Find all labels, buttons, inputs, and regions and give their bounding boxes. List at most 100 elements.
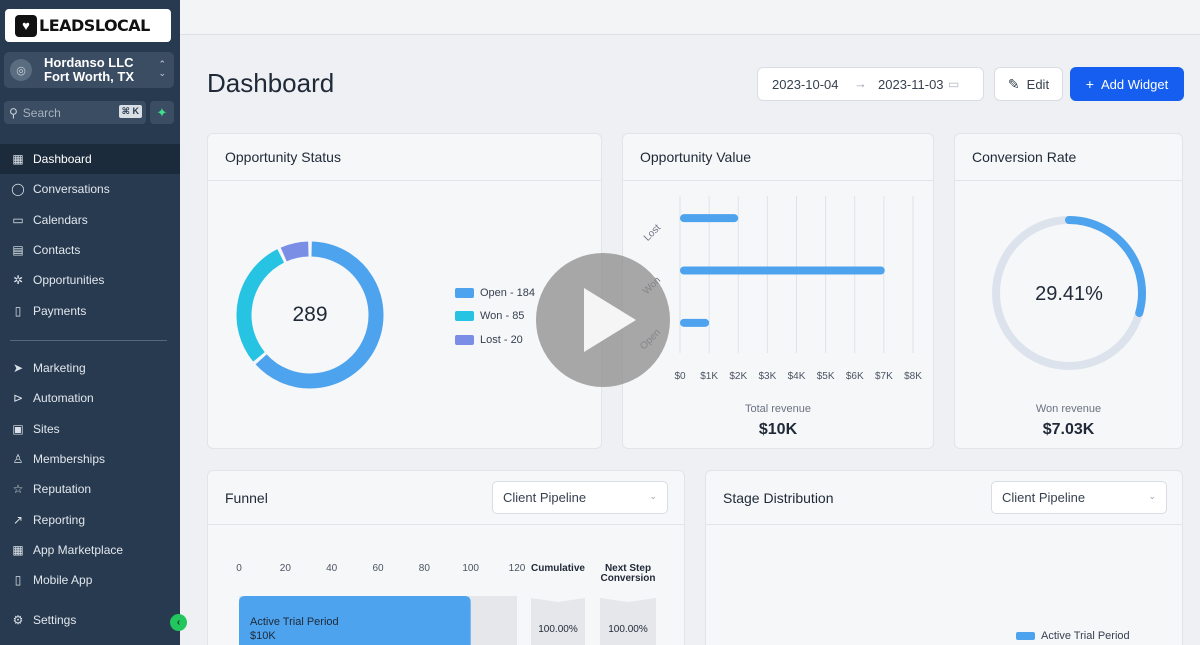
chevron-updown-icon: ⌃ ⌄	[158, 59, 166, 78]
donut-slice-open[interactable]	[255, 241, 384, 389]
date-range-picker[interactable]: 2023-10-04 → 2023-11-03 ▭	[757, 67, 984, 101]
chevron-down-icon: ⌄	[1148, 491, 1156, 501]
sidebar-item-opportunities[interactable]: ✲ Opportunities	[0, 265, 180, 295]
sidebar-item-app-marketplace[interactable]: ▦ App Marketplace	[0, 535, 180, 565]
legend-swatch	[455, 288, 474, 298]
automation-icon: ⊳	[12, 391, 24, 406]
x-tick-label: $3K	[758, 371, 776, 382]
add-widget-button[interactable]: + Add Widget	[1070, 67, 1184, 101]
sidebar-item-contacts[interactable]: ▤ Contacts	[0, 235, 180, 265]
ai-sparkle-button[interactable]: ✦	[150, 101, 174, 124]
total-revenue-label: Total revenue	[744, 403, 812, 415]
sidebar: ♥ LEADSLOCAL ◎ Hordanso LLC Fort Worth, …	[0, 0, 180, 645]
next-step-value: 100.00%	[608, 624, 648, 635]
sidebar-item-marketing[interactable]: ➤ Marketing	[0, 353, 180, 383]
edit-button[interactable]: ✎ Edit	[994, 67, 1063, 101]
conversion-rate-card: Conversion Rate 29.41% Won revenue $7.03…	[954, 133, 1183, 449]
opportunity-value-card: Opportunity Value $0 $1K $2K $3K $4K $5K $6K $7…	[622, 133, 934, 449]
legend-won[interactable]: Won - 85	[455, 310, 524, 322]
account-name: Hordanso LLC	[44, 55, 134, 70]
donut-slice-lost[interactable]	[280, 241, 309, 262]
stage-distribution-card: Stage Distribution Client Pipeline ⌄ Act…	[705, 470, 1183, 645]
next-step-header-2: Conversion	[600, 573, 655, 584]
total-revenue-value: $10K	[758, 421, 798, 438]
membership-icon: ♙	[12, 452, 24, 467]
cumulative-header: Cumulative	[531, 563, 585, 574]
conversion-rate-value: 29.41%	[1035, 283, 1103, 305]
donut-slice-won[interactable]	[236, 249, 285, 362]
x-tick-label: $4K	[788, 371, 806, 382]
chevron-down-icon: ⌄	[649, 491, 657, 501]
funnel-stage-value: $10K	[250, 630, 276, 642]
funnel-stage-label: Active Trial Period	[250, 616, 339, 628]
funnel-bar-active-trial[interactable]	[239, 596, 471, 645]
opportunity-status-donut: 289	[236, 241, 384, 389]
chevron-left-icon: ‹	[176, 617, 181, 628]
legend-active-trial[interactable]: Active Trial Period	[1016, 630, 1130, 642]
bar-open[interactable]	[680, 318, 710, 327]
funnel-pipeline-select[interactable]: Client Pipeline ⌄	[492, 481, 668, 514]
won-revenue-value: $7.03K	[1042, 421, 1095, 438]
sidebar-item-dashboard[interactable]: ▦ Dashboard	[0, 144, 180, 175]
sidebar-item-payments[interactable]: ▯ Payments	[0, 295, 180, 325]
x-tick-label: $7K	[875, 371, 893, 382]
y-category-label: Lost	[642, 222, 663, 243]
collapse-sidebar-button[interactable]: ‹	[170, 614, 187, 631]
chat-icon: ◯	[11, 182, 25, 197]
sites-icon: ▣	[12, 421, 24, 436]
brand-logo[interactable]: ♥ LEADSLOCAL	[5, 9, 171, 42]
card-title: Stage Distribution	[706, 471, 1182, 525]
x-tick-label: 20	[280, 563, 292, 574]
page-title: Dashboard	[207, 68, 335, 98]
x-tick-label: $6K	[846, 371, 864, 382]
sidebar-item-reporting[interactable]: ↗ Reporting	[0, 504, 180, 534]
calendar-icon: ▭	[12, 212, 24, 227]
sidebar-item-reputation[interactable]: ☆ Reputation	[0, 474, 180, 504]
x-tick-label: $2K	[729, 371, 747, 382]
x-tick-label: 40	[326, 563, 338, 574]
legend-swatch	[455, 311, 474, 321]
date-end: 2023-11-03	[878, 77, 944, 92]
sidebar-item-conversations[interactable]: ◯ Conversations	[11, 182, 110, 197]
search-icon: ⚲	[9, 105, 18, 120]
bar-lost[interactable]	[680, 214, 739, 223]
pencil-icon: ✎	[1007, 75, 1020, 92]
plus-icon: +	[1085, 76, 1094, 92]
x-tick-label: 120	[509, 563, 526, 574]
sidebar-item-mobile-app[interactable]: ▯ Mobile App	[0, 565, 180, 595]
user-icon: ◎	[10, 59, 32, 81]
legend-lost[interactable]: Lost - 20	[455, 334, 523, 346]
bar-won[interactable]	[680, 266, 885, 275]
sparkle-icon: ✦	[156, 104, 168, 120]
account-switcher[interactable]: ◎ Hordanso LLC Fort Worth, TX ⌃ ⌄	[4, 52, 174, 88]
x-tick-label: 60	[372, 563, 384, 574]
opportunities-icon: ✲	[12, 273, 24, 288]
star-icon: ☆	[12, 482, 24, 497]
x-tick-label: $5K	[817, 371, 835, 382]
date-start: 2023-10-04	[772, 77, 839, 92]
mobile-icon: ▯	[14, 573, 22, 588]
stage-pipeline-select[interactable]: Client Pipeline ⌄	[991, 481, 1167, 514]
legend-open[interactable]: Open - 184	[455, 287, 535, 299]
account-location: Fort Worth, TX	[44, 69, 135, 84]
nav-divider	[10, 340, 167, 341]
sidebar-item-sites[interactable]: ▣ Sites	[0, 414, 180, 444]
donut-center-label: 289	[292, 303, 327, 326]
next-step-header: Next Step	[605, 563, 651, 574]
sidebar-item-automation[interactable]: ⊳ Automation	[0, 383, 180, 413]
contacts-icon: ▤	[12, 243, 24, 258]
sidebar-item-calendars[interactable]: ▭ Calendars	[0, 205, 180, 235]
search-input[interactable]: ⚲ Search ⌘ K	[4, 101, 146, 124]
x-tick-label: $0	[674, 371, 686, 382]
video-play-button[interactable]	[536, 253, 670, 387]
card-title: Funnel	[208, 471, 684, 525]
x-tick-label: 100	[462, 563, 479, 574]
sidebar-item-settings[interactable]: ⚙ Settings	[0, 605, 180, 635]
logo-text: LEADSLOCAL	[39, 16, 150, 35]
grid-icon: ▦	[12, 152, 24, 167]
card-title: Opportunity Status	[208, 134, 601, 181]
x-tick-label: 0	[236, 563, 242, 574]
sidebar-item-memberships[interactable]: ♙ Memberships	[0, 444, 180, 474]
won-revenue-label: Won revenue	[1035, 403, 1102, 415]
gauge-fill	[1065, 216, 1146, 317]
